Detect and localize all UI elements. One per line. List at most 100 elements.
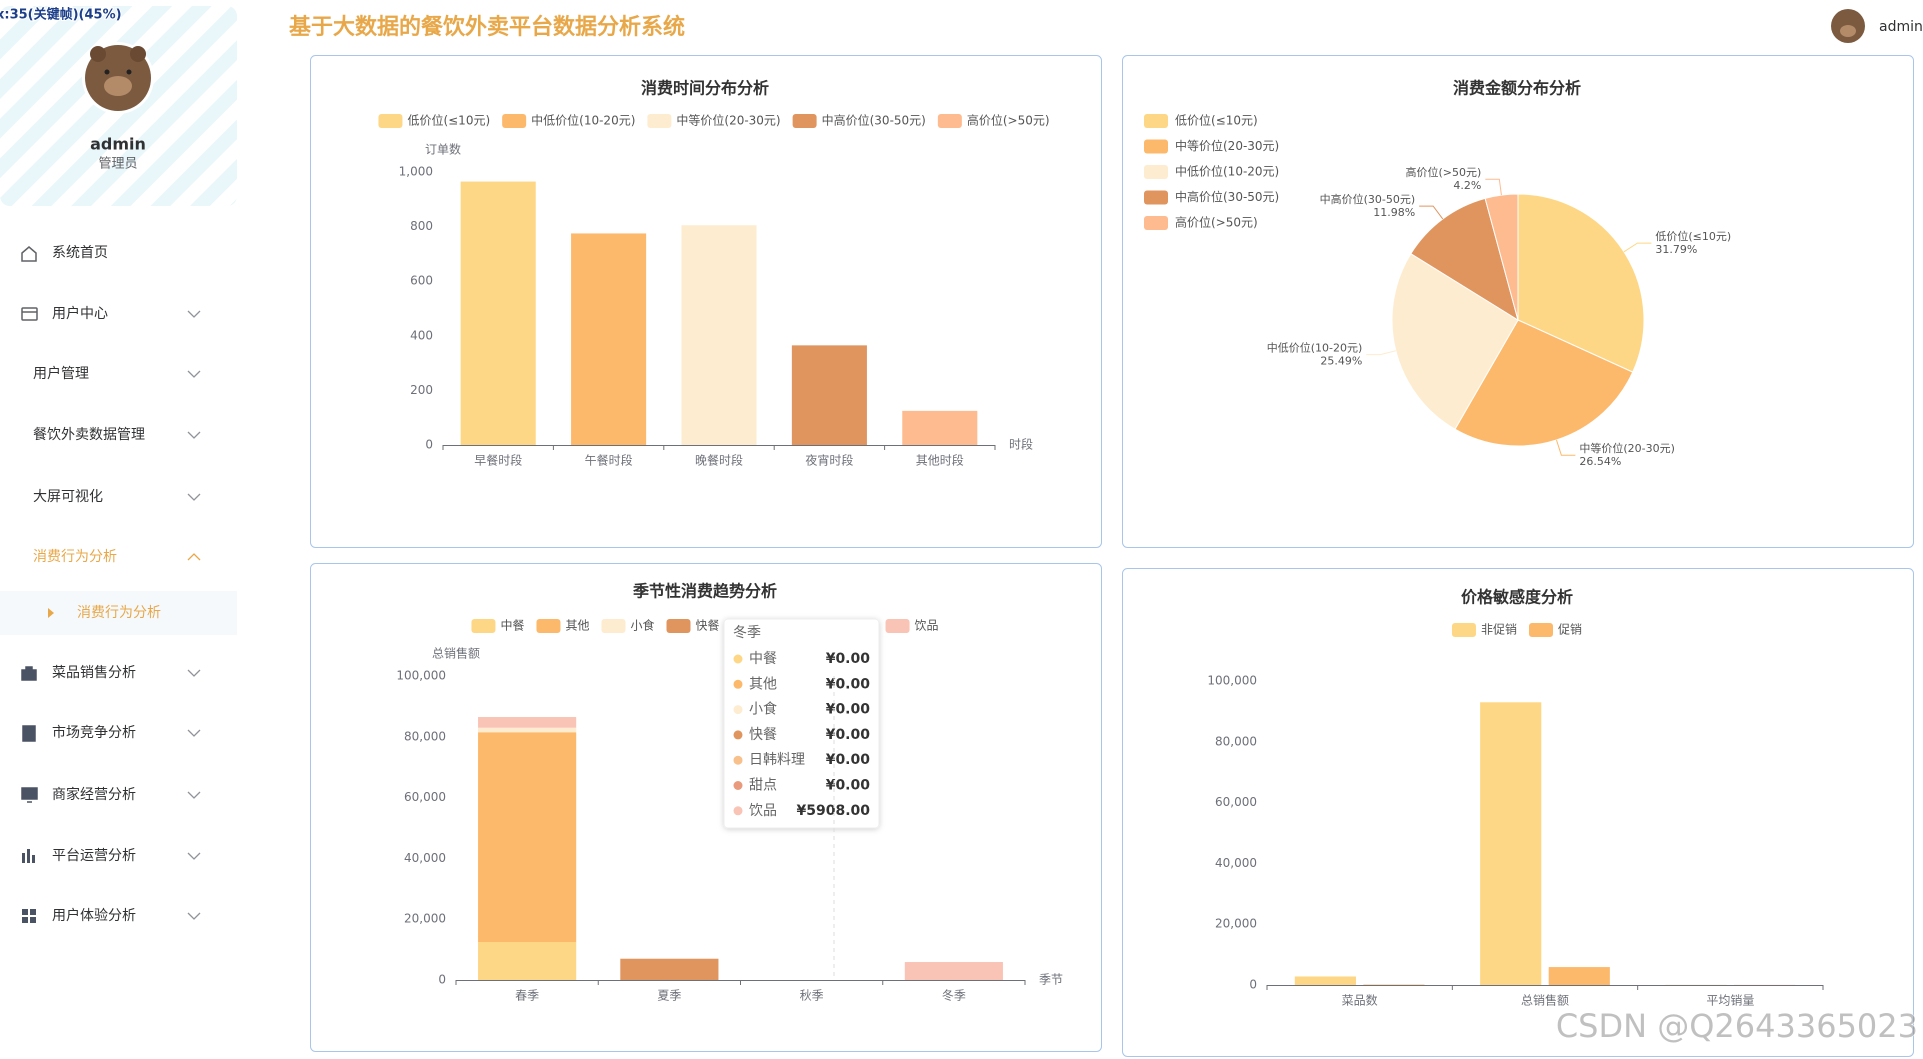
menu-item[interactable]: 大屏可视化 <box>33 489 103 505</box>
y-tick-label: 80,000 <box>404 729 446 743</box>
x-tick-label: 总销售额 <box>1521 993 1569 1008</box>
header-user[interactable]: admin <box>1879 19 1923 35</box>
menu-item[interactable]: 系统首页 <box>52 245 108 261</box>
x-axis-name: 时段 <box>1009 437 1033 452</box>
legend-label[interactable]: 中等价位(20-30元) <box>1175 138 1279 153</box>
legend-label[interactable]: 低价位(≤10元) <box>1175 113 1258 128</box>
legend-swatch[interactable] <box>471 619 496 633</box>
legend-swatch[interactable] <box>885 619 910 633</box>
legend-swatch[interactable] <box>536 619 561 633</box>
pie-slice <box>1391 253 1519 430</box>
y-tick-label: 100,000 <box>396 669 446 683</box>
legend-swatch[interactable] <box>502 114 527 128</box>
x-tick-label: 晚餐时段 <box>695 453 743 468</box>
legend-label[interactable]: 高价位(>50元) <box>967 113 1050 128</box>
legend-swatch[interactable] <box>1144 139 1168 154</box>
bar <box>1548 967 1610 985</box>
x-tick-label: 夜宵时段 <box>805 453 853 468</box>
menu-item[interactable]: 用户体验分析 <box>52 907 136 924</box>
legend-label[interactable]: 低价位(≤10元) <box>407 113 490 128</box>
slice-label: 高价位(>50元) <box>1406 165 1482 179</box>
pie-slice <box>1410 197 1519 322</box>
y-axis-name: 总销售额 <box>432 646 480 661</box>
y-tick-label: 20,000 <box>404 912 446 926</box>
legend-swatch[interactable] <box>647 114 672 128</box>
legend-label[interactable]: 其他 <box>565 619 589 633</box>
avatar <box>82 42 154 114</box>
y-tick-label: 60,000 <box>404 790 446 804</box>
icon-shape <box>30 909 36 915</box>
menu-icon <box>22 849 35 863</box>
legend-label[interactable]: 中高价位(30-50元) <box>822 113 926 128</box>
tooltip-dot <box>733 806 743 816</box>
bar-segment <box>620 958 719 980</box>
y-tick-label: 20,000 <box>1215 917 1257 931</box>
bar <box>791 345 867 445</box>
legend-swatch[interactable] <box>378 114 403 128</box>
legend-label[interactable]: 中低价位(10-20元) <box>1175 164 1279 179</box>
profile-role: 管理员 <box>98 157 137 172</box>
legend-label[interactable]: 中等价位(20-30元) <box>676 113 780 128</box>
legend-swatch[interactable] <box>666 619 691 633</box>
menu-icon <box>21 787 38 803</box>
y-tick-label: 0 <box>425 438 433 452</box>
icon-shape <box>21 666 37 681</box>
menu-item[interactable]: 用户中心 <box>52 305 108 322</box>
legend-swatch[interactable] <box>601 619 626 633</box>
tooltip-dot <box>733 755 743 765</box>
legend-swatch[interactable] <box>937 114 962 128</box>
bar-segment <box>478 717 577 728</box>
x-axis-name: 季节 <box>1039 973 1063 987</box>
tooltip-box <box>723 618 880 829</box>
menu-item[interactable]: 消费行为分析 <box>33 549 117 565</box>
x-tick-label: 早餐时段 <box>474 453 522 468</box>
legend-swatch[interactable] <box>1144 190 1168 205</box>
tooltip-dot <box>733 781 743 790</box>
label-line <box>1623 242 1652 253</box>
tooltip-value: ¥0.00 <box>826 676 871 692</box>
legend-label[interactable]: 非促销 <box>1481 623 1517 637</box>
slice-value: 25.49% <box>1320 355 1362 368</box>
menu-arrow <box>187 370 201 378</box>
y-tick-label: 60,000 <box>1215 795 1257 809</box>
x-tick-label: 冬季 <box>942 988 966 1003</box>
y-tick-label: 40,000 <box>1215 856 1257 870</box>
menu-arrow <box>187 310 201 318</box>
menu-item[interactable]: 用户管理 <box>33 365 89 382</box>
legend-label[interactable]: 促销 <box>1558 623 1582 637</box>
legend: 非促销 促销 <box>1451 623 1582 637</box>
menu-item[interactable]: 菜品销售分析 <box>52 665 136 681</box>
legend-label[interactable]: 中高价位(30-50元) <box>1175 189 1279 204</box>
menu-item[interactable]: 市场竞争分析 <box>52 724 136 741</box>
label-line <box>1556 439 1576 456</box>
legend-label[interactable]: 饮品 <box>915 619 939 633</box>
tooltip-value: ¥0.00 <box>826 727 871 743</box>
menu-icon <box>21 666 37 681</box>
legend-swatch[interactable] <box>1451 623 1476 637</box>
y-tick-label: 0 <box>1249 978 1257 992</box>
legend-swatch[interactable] <box>1144 114 1168 128</box>
icon-shape <box>22 725 36 742</box>
y-tick-label: 800 <box>410 219 433 233</box>
legend-swatch[interactable] <box>1144 165 1168 179</box>
legend-label[interactable]: 中餐 <box>500 618 524 633</box>
menu-marker <box>48 608 54 618</box>
legend-label[interactable]: 中低价位(10-20元) <box>531 113 635 128</box>
label-line <box>1485 178 1502 196</box>
legend-swatch[interactable] <box>1529 623 1553 637</box>
tooltip-dot <box>733 705 743 715</box>
menu-item[interactable]: 商家经营分析 <box>52 786 136 803</box>
legend-swatch[interactable] <box>1144 216 1168 230</box>
user-avatar[interactable] <box>1831 9 1865 43</box>
legend-label[interactable]: 快餐 <box>695 618 719 633</box>
legend-swatch[interactable] <box>792 114 817 128</box>
menu-item[interactable]: 餐饮外卖数据管理 <box>33 427 145 443</box>
menu-item[interactable]: 平台运营分析 <box>52 848 136 864</box>
tooltip-name: 快餐 <box>749 727 777 743</box>
legend-label[interactable]: 小食 <box>630 618 654 633</box>
menu-item[interactable]: 消费行为分析 <box>77 605 161 621</box>
slice-label: 中低价位(10-20元) <box>1267 341 1363 355</box>
legend-label[interactable]: 高价位(>50元) <box>1175 215 1258 230</box>
menu-arrow <box>187 729 201 737</box>
